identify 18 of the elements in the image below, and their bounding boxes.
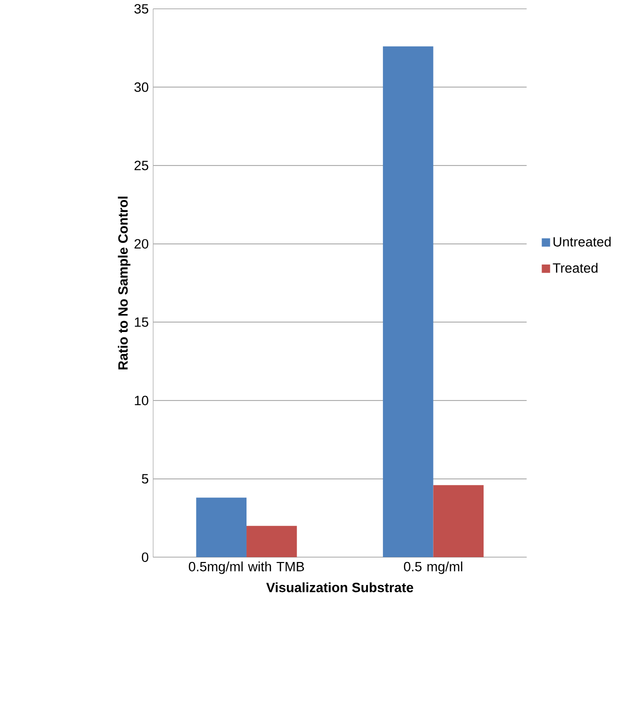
bar [383,46,434,558]
y-axis-title: Ratio to No Sample Control [118,196,131,370]
bar [196,498,247,558]
y-tick-label: 5 [142,474,148,484]
legend-label: Untreated [554,236,611,247]
y-tick-label: 25 [134,160,148,170]
legend-label: Treated [553,262,598,273]
x-axis-title: Visualization Substrate [266,582,414,592]
bar [246,526,298,558]
y-tick-label: 0 [142,552,148,562]
y-tick-label: 35 [134,4,148,14]
y-tick-label: 15 [135,318,148,327]
x-tick-label: 0.5mg/ml with TMB [189,562,304,574]
bar [433,485,484,558]
x-tick-label: 0.5 mg/ml [404,562,462,574]
y-tick-label: 30 [134,82,148,92]
y-tick-label: 20 [134,239,148,249]
y-tick-label: 10 [135,396,148,406]
